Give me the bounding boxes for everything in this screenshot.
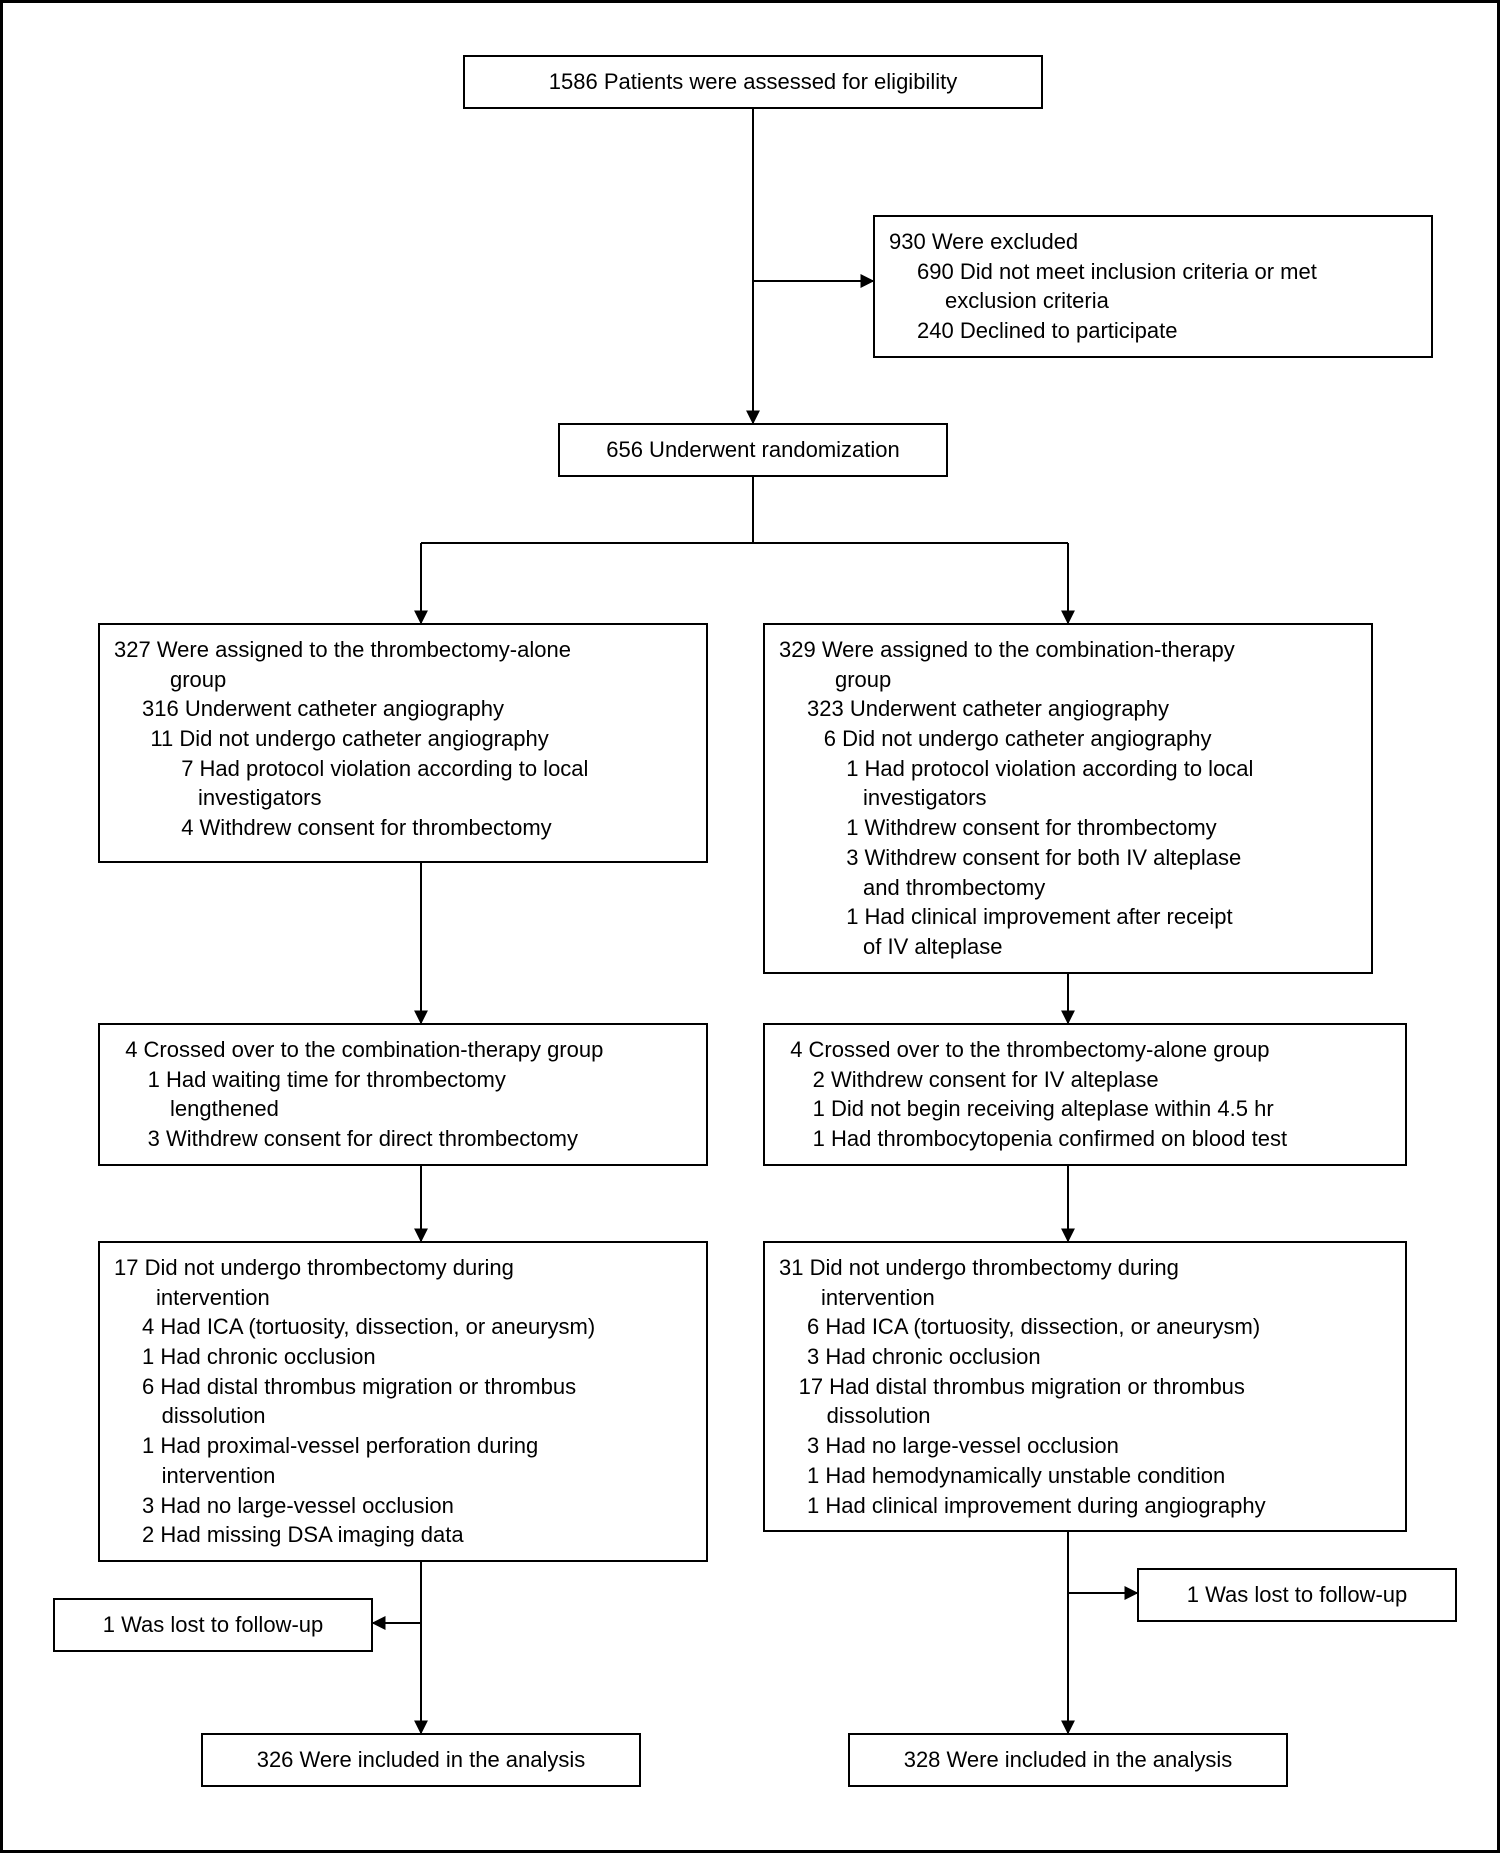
text-line: 17 Had distal thrombus migration or thro… [779, 1372, 1391, 1402]
text-line: exclusion criteria [889, 286, 1417, 316]
text-line: 1 Was lost to follow-up [1153, 1580, 1441, 1610]
text-line: 1 Had waiting time for thrombectomy [114, 1065, 692, 1095]
node-arm_right: 329 Were assigned to the combination-the… [763, 623, 1373, 974]
text-line: 7 Had protocol violation according to lo… [114, 754, 692, 784]
text-line: 1 Had clinical improvement during angiog… [779, 1491, 1391, 1521]
text-line: 1586 Patients were assessed for eligibil… [479, 67, 1027, 97]
text-line: 11 Did not undergo catheter angiography [114, 724, 692, 754]
node-lost_right: 1 Was lost to follow-up [1137, 1568, 1457, 1622]
text-line: 328 Were included in the analysis [864, 1745, 1272, 1775]
text-line: 1 Was lost to follow-up [69, 1610, 357, 1640]
text-line: 3 Had chronic occlusion [779, 1342, 1391, 1372]
text-line: 316 Underwent catheter angiography [114, 694, 692, 724]
text-line: 1 Had clinical improvement after receipt [779, 902, 1357, 932]
node-randomized: 656 Underwent randomization [558, 423, 948, 477]
text-line: intervention [779, 1283, 1391, 1313]
text-line: 6 Had distal thrombus migration or throm… [114, 1372, 692, 1402]
text-line: 4 Withdrew consent for thrombectomy [114, 813, 692, 843]
text-line: 690 Did not meet inclusion criteria or m… [889, 257, 1417, 287]
text-line: dissolution [114, 1401, 692, 1431]
text-line: 1 Withdrew consent for thrombectomy [779, 813, 1357, 843]
text-line: 3 Had no large-vessel occlusion [114, 1491, 692, 1521]
text-line: 2 Had missing DSA imaging data [114, 1520, 692, 1550]
node-cross_left: 4 Crossed over to the combination-therap… [98, 1023, 708, 1166]
node-arm_left: 327 Were assigned to the thrombectomy-al… [98, 623, 708, 863]
text-line: 31 Did not undergo thrombectomy during [779, 1253, 1391, 1283]
node-incl_left: 326 Were included in the analysis [201, 1733, 641, 1787]
node-noth_right: 31 Did not undergo thrombectomy duringin… [763, 1241, 1407, 1532]
text-line: group [114, 665, 692, 695]
text-line: 2 Withdrew consent for IV alteplase [779, 1065, 1391, 1095]
text-line: 4 Had ICA (tortuosity, dissection, or an… [114, 1312, 692, 1342]
text-line: intervention [114, 1461, 692, 1491]
text-line: 6 Did not undergo catheter angiography [779, 724, 1357, 754]
text-line: intervention [114, 1283, 692, 1313]
node-excluded: 930 Were excluded690 Did not meet inclus… [873, 215, 1433, 358]
node-lost_left: 1 Was lost to follow-up [53, 1598, 373, 1652]
text-line: 4 Crossed over to the combination-therap… [114, 1035, 692, 1065]
node-assessed: 1586 Patients were assessed for eligibil… [463, 55, 1043, 109]
text-line: 930 Were excluded [889, 227, 1417, 257]
text-line: dissolution [779, 1401, 1391, 1431]
text-line: 329 Were assigned to the combination-the… [779, 635, 1357, 665]
text-line: group [779, 665, 1357, 695]
text-line: 656 Underwent randomization [574, 435, 932, 465]
text-line: 6 Had ICA (tortuosity, dissection, or an… [779, 1312, 1391, 1342]
text-line: 1 Had chronic occlusion [114, 1342, 692, 1372]
text-line: 3 Had no large-vessel occlusion [779, 1431, 1391, 1461]
text-line: investigators [779, 783, 1357, 813]
text-line: lengthened [114, 1094, 692, 1124]
text-line: 4 Crossed over to the thrombectomy-alone… [779, 1035, 1391, 1065]
text-line: 326 Were included in the analysis [217, 1745, 625, 1775]
node-noth_left: 17 Did not undergo thrombectomy duringin… [98, 1241, 708, 1562]
text-line: 1 Had proximal-vessel perforation during [114, 1431, 692, 1461]
text-line: 3 Withdrew consent for both IV alteplase [779, 843, 1357, 873]
text-line: 1 Had protocol violation according to lo… [779, 754, 1357, 784]
text-line: 240 Declined to participate [889, 316, 1417, 346]
text-line: of IV alteplase [779, 932, 1357, 962]
text-line: 1 Had thrombocytopenia confirmed on bloo… [779, 1124, 1391, 1154]
text-line: 1 Had hemodynamically unstable condition [779, 1461, 1391, 1491]
text-line: 327 Were assigned to the thrombectomy-al… [114, 635, 692, 665]
text-line: 3 Withdrew consent for direct thrombecto… [114, 1124, 692, 1154]
flowchart-frame: 1586 Patients were assessed for eligibil… [0, 0, 1500, 1853]
text-line: 1 Did not begin receiving alteplase with… [779, 1094, 1391, 1124]
text-line: investigators [114, 783, 692, 813]
text-line: and thrombectomy [779, 873, 1357, 903]
node-cross_right: 4 Crossed over to the thrombectomy-alone… [763, 1023, 1407, 1166]
node-incl_right: 328 Were included in the analysis [848, 1733, 1288, 1787]
text-line: 323 Underwent catheter angiography [779, 694, 1357, 724]
text-line: 17 Did not undergo thrombectomy during [114, 1253, 692, 1283]
